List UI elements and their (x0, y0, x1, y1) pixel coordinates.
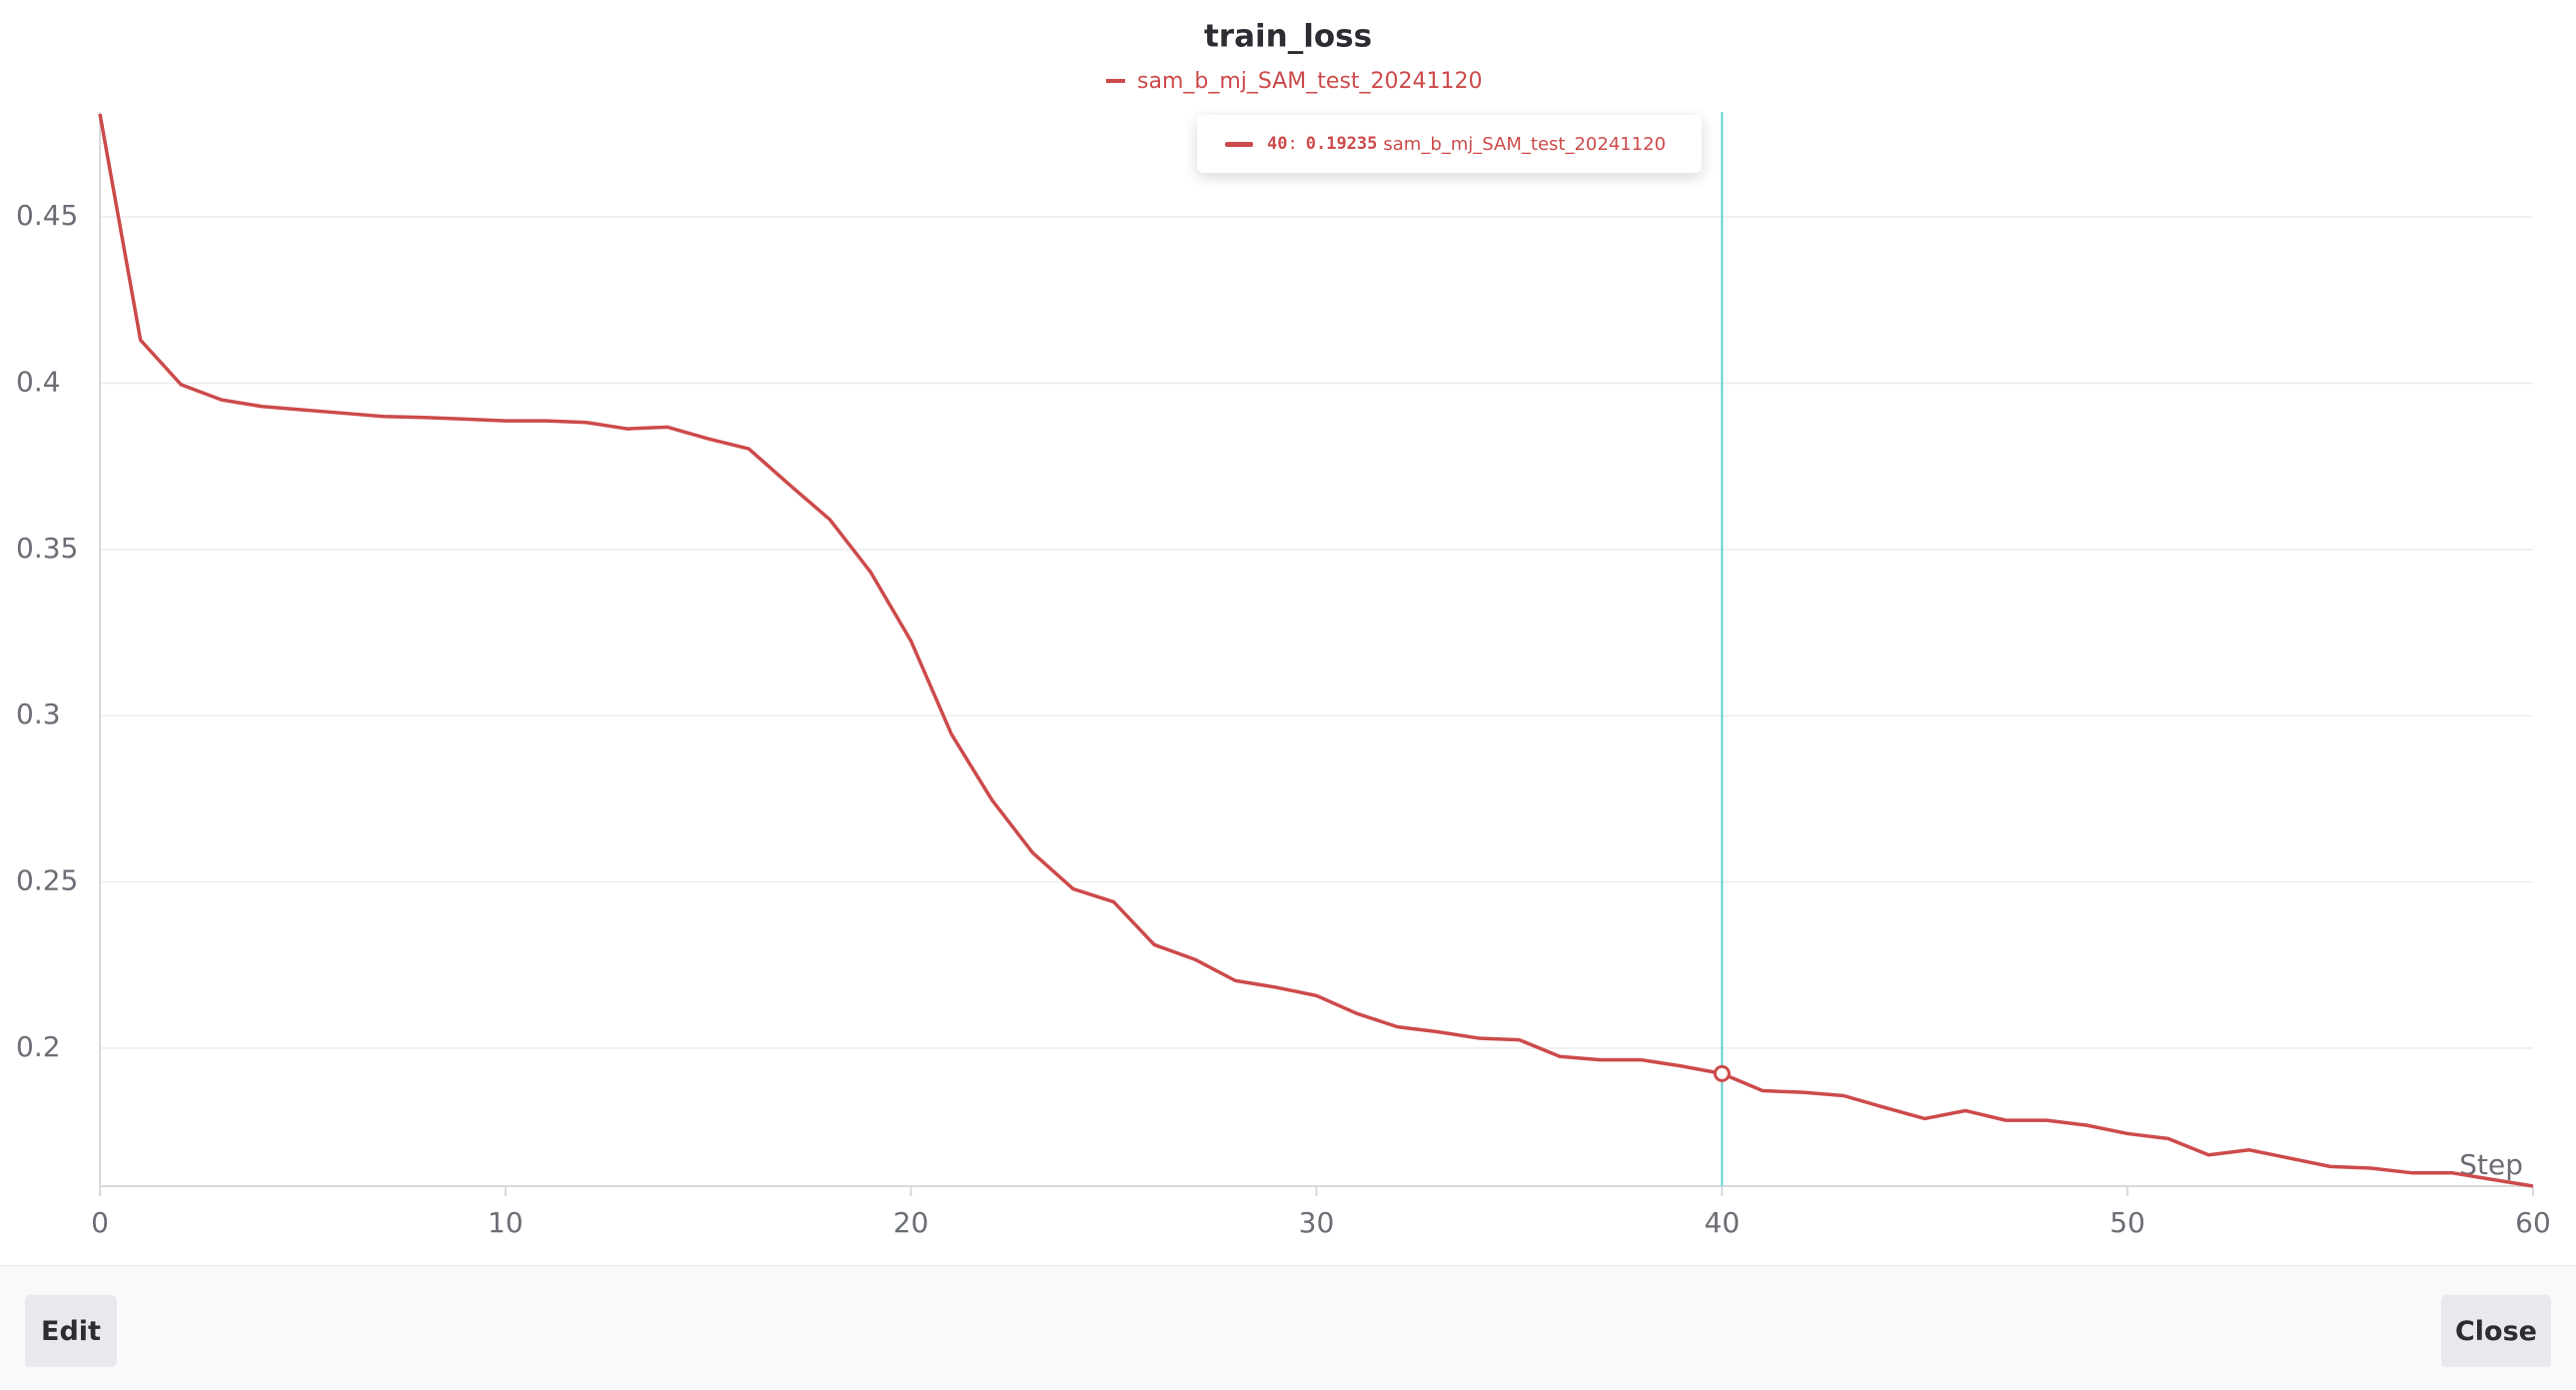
x-tick-label: 20 (893, 1206, 929, 1239)
tooltip-series: sam_b_mj_SAM_test_20241120 (1383, 133, 1667, 155)
y-tick-label: 0.25 (16, 864, 78, 897)
edit-button[interactable]: Edit (25, 1295, 117, 1367)
x-tick-label: 60 (2515, 1206, 2551, 1239)
footer: Edit Close (0, 1265, 2576, 1390)
y-tick-label: 0.4 (16, 365, 61, 398)
legend-label[interactable]: sam_b_mj_SAM_test_20241120 (1137, 69, 1483, 94)
chart-title: train_loss (1204, 19, 1372, 55)
x-tick-label: 50 (2109, 1206, 2145, 1239)
x-tick-label: 0 (91, 1206, 109, 1239)
y-tick-label: 0.45 (16, 199, 78, 232)
chart: train_loss sam_b_mj_SAM_test_20241120 St… (16, 19, 2551, 1240)
tooltip-value: 0.19235 (1305, 134, 1378, 154)
y-tick-label: 0.3 (16, 697, 61, 730)
x-tick-label: 10 (488, 1206, 524, 1239)
tooltip-swatch (1225, 141, 1253, 147)
y-tick-label: 0.2 (16, 1030, 61, 1063)
line (98, 113, 2534, 1188)
x-tick-label: 40 (1705, 1206, 1741, 1239)
tooltip: 40 : 0.19235 sam_b_mj_SAM_test_20241120 (1197, 115, 1702, 173)
y-tick-label: 0.35 (16, 532, 78, 565)
hover-point (1713, 1064, 1731, 1082)
close-button[interactable]: Close (2441, 1295, 2551, 1367)
tooltip-separator: : (1287, 134, 1298, 154)
tooltip-step: 40 (1267, 134, 1288, 154)
x-tick-label: 30 (1299, 1206, 1335, 1239)
